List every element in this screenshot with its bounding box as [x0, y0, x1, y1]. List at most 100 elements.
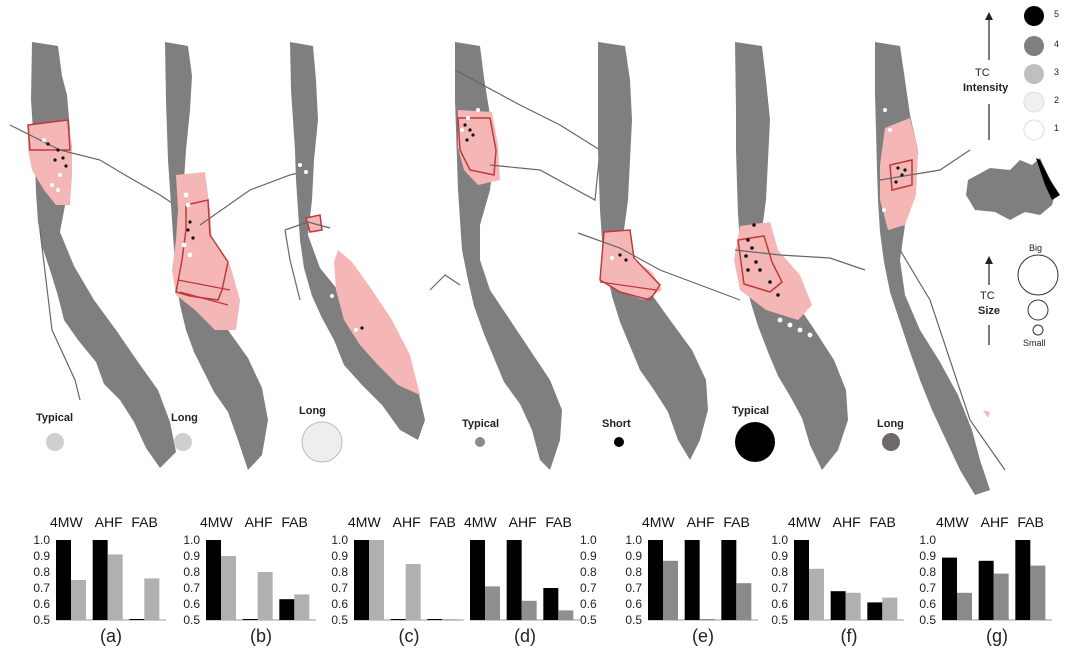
y-tick-label: 0.8 [919, 565, 936, 579]
bar-FAB-0 [867, 602, 883, 620]
bar-4MW-0 [648, 540, 663, 620]
category-label: 4MW [50, 514, 83, 530]
category-label: 4MW [788, 514, 821, 530]
panel-label: (g) [986, 626, 1008, 646]
y-tick-label: 0.8 [580, 565, 597, 579]
y-tick-label: 1.0 [771, 533, 788, 547]
category-label: AHF [94, 514, 123, 530]
duration-label-e: Short [602, 418, 631, 430]
map-c [284, 42, 425, 440]
y-tick-label: 0.7 [183, 581, 200, 595]
y-tick-label: 1.0 [33, 533, 50, 547]
bar-FAB-1 [558, 610, 574, 620]
intensity-scale [1023, 6, 1045, 141]
size-marker-f [735, 422, 775, 462]
y-tick-label: 0.9 [33, 549, 50, 563]
map-e [577, 42, 741, 460]
panel-label: (b) [250, 626, 272, 646]
size-marker-e [614, 437, 624, 447]
bar-4MW-1 [71, 580, 86, 620]
bar-FAB-0 [1015, 540, 1031, 620]
category-label: AHF [832, 514, 861, 530]
y-tick-label: 0.8 [331, 565, 348, 579]
bar-AHF-1 [845, 592, 861, 620]
map-g [875, 42, 1006, 495]
y-tick-label: 0.9 [183, 549, 200, 563]
bar-FAB-0 [721, 540, 737, 620]
panel-label: (f) [840, 626, 858, 646]
y-tick-label: 0.6 [625, 597, 642, 611]
panel-label: (e) [692, 626, 714, 646]
duration-markers [46, 421, 900, 463]
category-label: FAB [281, 514, 308, 530]
category-label: FAB [723, 514, 750, 530]
panel-label: (a) [100, 626, 122, 646]
bar-FAB-1 [1030, 565, 1046, 620]
bar-AHF-1 [405, 564, 421, 620]
category-label: 4MW [348, 514, 381, 530]
bar-FAB-1 [294, 594, 310, 620]
y-tick-label: 0.6 [919, 597, 936, 611]
y-tick-label: 0.6 [33, 597, 50, 611]
panel-label: (c) [398, 626, 420, 646]
map-f [734, 42, 866, 470]
duration-label-d: Typical [462, 418, 500, 430]
bar-FAB-1 [144, 578, 160, 620]
y-tick-label: 1.0 [183, 533, 200, 547]
y-tick-label: 0.6 [331, 597, 348, 611]
duration-label-a: Typical [36, 412, 74, 424]
legend [966, 6, 1060, 345]
bar-4MW-0 [942, 557, 957, 620]
y-tick-label: 0.5 [771, 613, 788, 627]
bar-AHF-1 [699, 619, 715, 620]
bar-4MW-1 [485, 586, 500, 620]
bar-FAB-0 [543, 588, 559, 620]
y-tick-label: 0.9 [331, 549, 348, 563]
bar-FAB-0 [427, 619, 443, 620]
y-tick-label: 0.9 [580, 549, 597, 563]
bar-4MW-1 [221, 556, 236, 620]
bar-4MW-1 [369, 540, 384, 620]
bar-AHF-0 [242, 619, 258, 620]
bar-4MW-1 [663, 560, 678, 620]
duration-label-f: Typical [732, 405, 770, 417]
y-tick-label: 0.5 [919, 613, 936, 627]
duration-label-g: Long [877, 418, 904, 430]
bar-AHF-0 [830, 591, 846, 620]
y-tick-label: 0.6 [580, 597, 597, 611]
bar-AHF-0 [684, 540, 700, 620]
category-label: FAB [429, 514, 456, 530]
y-tick-label: 0.5 [331, 613, 348, 627]
bar-AHF-0 [390, 619, 406, 620]
size-label: Size [978, 305, 1001, 317]
category-label: AHF [244, 514, 273, 530]
bar-4MW-0 [56, 540, 71, 620]
category-label: AHF [686, 514, 715, 530]
bar-4MW-0 [206, 540, 221, 620]
intensity-level-2: 2 [1054, 95, 1060, 105]
intensity-level-4: 4 [1054, 39, 1060, 49]
bar-AHF-0 [506, 540, 522, 620]
category-label: 4MW [200, 514, 233, 530]
y-tick-label: 0.7 [771, 581, 788, 595]
y-tick-label: 0.9 [919, 549, 936, 563]
bar-AHF-1 [257, 572, 273, 620]
y-tick-label: 0.6 [183, 597, 200, 611]
tc-track-maps [9, 6, 1060, 495]
y-tick-label: 0.8 [771, 565, 788, 579]
category-label: FAB [869, 514, 896, 530]
panel-label: (d) [514, 626, 536, 646]
y-tick-label: 0.8 [625, 565, 642, 579]
bar-FAB-1 [736, 583, 752, 620]
y-tick-label: 0.5 [33, 613, 50, 627]
category-label: AHF [508, 514, 537, 530]
intensity-label: Intensity [963, 82, 1009, 94]
y-tick-label: 0.5 [580, 613, 597, 627]
intensity-level-3: 3 [1054, 67, 1060, 77]
size-title: TC [980, 290, 995, 302]
